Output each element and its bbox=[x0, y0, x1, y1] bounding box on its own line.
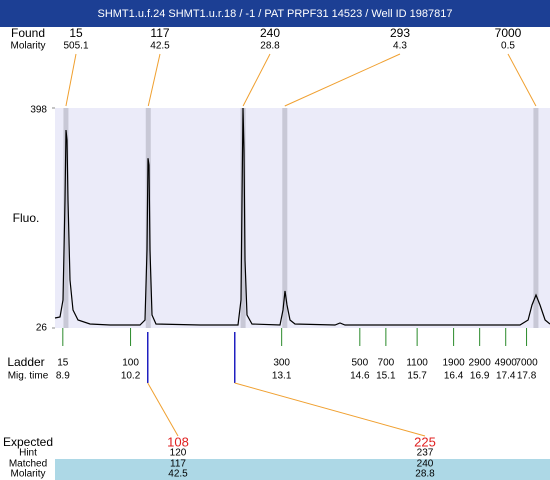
title-bar bbox=[0, 0, 550, 27]
ladder-sublabel: Mig. time bbox=[8, 371, 49, 382]
found-connector bbox=[284, 53, 401, 107]
ladder-time: 16.4 bbox=[444, 371, 464, 382]
ladder-size: 4900 bbox=[495, 358, 518, 369]
found-connector bbox=[65, 53, 77, 107]
peak-band bbox=[145, 108, 151, 328]
row-label: Matched bbox=[9, 459, 47, 470]
ladder-time: 17.4 bbox=[496, 371, 516, 382]
ladder-time: 17.8 bbox=[517, 371, 537, 382]
ladder-size: 7000 bbox=[515, 358, 538, 369]
found-connector bbox=[242, 53, 271, 107]
found-size: 7000 bbox=[495, 26, 522, 40]
found-connector bbox=[507, 53, 537, 107]
matched-value: 117 bbox=[170, 459, 186, 470]
ladder-label: Ladder bbox=[7, 355, 44, 369]
matched-band bbox=[55, 459, 550, 480]
y-tick-label: 398 bbox=[30, 105, 47, 116]
found-size: 293 bbox=[390, 26, 410, 40]
row-label: Molarity bbox=[10, 469, 45, 480]
ladder-size: 300 bbox=[273, 358, 290, 369]
ladder-size: 700 bbox=[378, 358, 395, 369]
ladder-time: 14.6 bbox=[350, 371, 370, 382]
trace bbox=[54, 107, 550, 326]
found-molarity: 4.3 bbox=[393, 41, 407, 52]
peak-band bbox=[63, 108, 69, 328]
peak-band bbox=[282, 108, 288, 328]
expected-connector bbox=[147, 382, 179, 437]
molarity-value: 42.5 bbox=[168, 469, 188, 480]
ladder-size: 500 bbox=[351, 358, 368, 369]
ladder-time: 13.1 bbox=[272, 371, 292, 382]
chart-title: SHMT1.u.f.24 SHMT1.u.r.18 / -1 / PAT PRP… bbox=[97, 8, 452, 20]
found-connector bbox=[147, 53, 161, 107]
y-tick-label: 26 bbox=[36, 323, 48, 334]
found-molarity: 0.5 bbox=[501, 41, 515, 52]
molarity-value: 28.8 bbox=[415, 469, 435, 480]
hint-value: 120 bbox=[170, 448, 187, 459]
ladder-size: 2900 bbox=[469, 358, 492, 369]
ladder-size: 15 bbox=[57, 358, 69, 369]
found-molarity: 505.1 bbox=[63, 41, 88, 52]
ladder-time: 15.7 bbox=[407, 371, 427, 382]
expected-connector bbox=[234, 382, 426, 437]
found-label: Found bbox=[11, 26, 45, 40]
ladder-time: 8.9 bbox=[56, 371, 70, 382]
expected-value: 225 bbox=[414, 434, 436, 449]
hint-value: 237 bbox=[417, 448, 434, 459]
found-size: 15 bbox=[69, 26, 83, 40]
row-label: Expected bbox=[3, 435, 53, 449]
ladder-time: 10.2 bbox=[121, 371, 141, 382]
ladder-size: 1900 bbox=[442, 358, 465, 369]
ladder-time: 15.1 bbox=[376, 371, 396, 382]
y-axis-label: Fluo. bbox=[13, 211, 40, 225]
expected-value: 108 bbox=[167, 434, 189, 449]
row-label: Hint bbox=[19, 448, 37, 459]
found-size: 117 bbox=[150, 26, 169, 40]
ladder-size: 100 bbox=[122, 358, 139, 369]
found-molarity: 28.8 bbox=[260, 41, 280, 52]
found-molarity: 42.5 bbox=[150, 41, 170, 52]
matched-value: 240 bbox=[417, 459, 434, 470]
found-sublabel: Molarity bbox=[10, 41, 45, 52]
peak-band bbox=[240, 108, 246, 328]
found-size: 240 bbox=[260, 26, 280, 40]
peak-band bbox=[533, 108, 539, 328]
ladder-size: 1100 bbox=[406, 358, 428, 369]
plot-area bbox=[55, 108, 550, 328]
ladder-time: 16.9 bbox=[470, 371, 490, 382]
